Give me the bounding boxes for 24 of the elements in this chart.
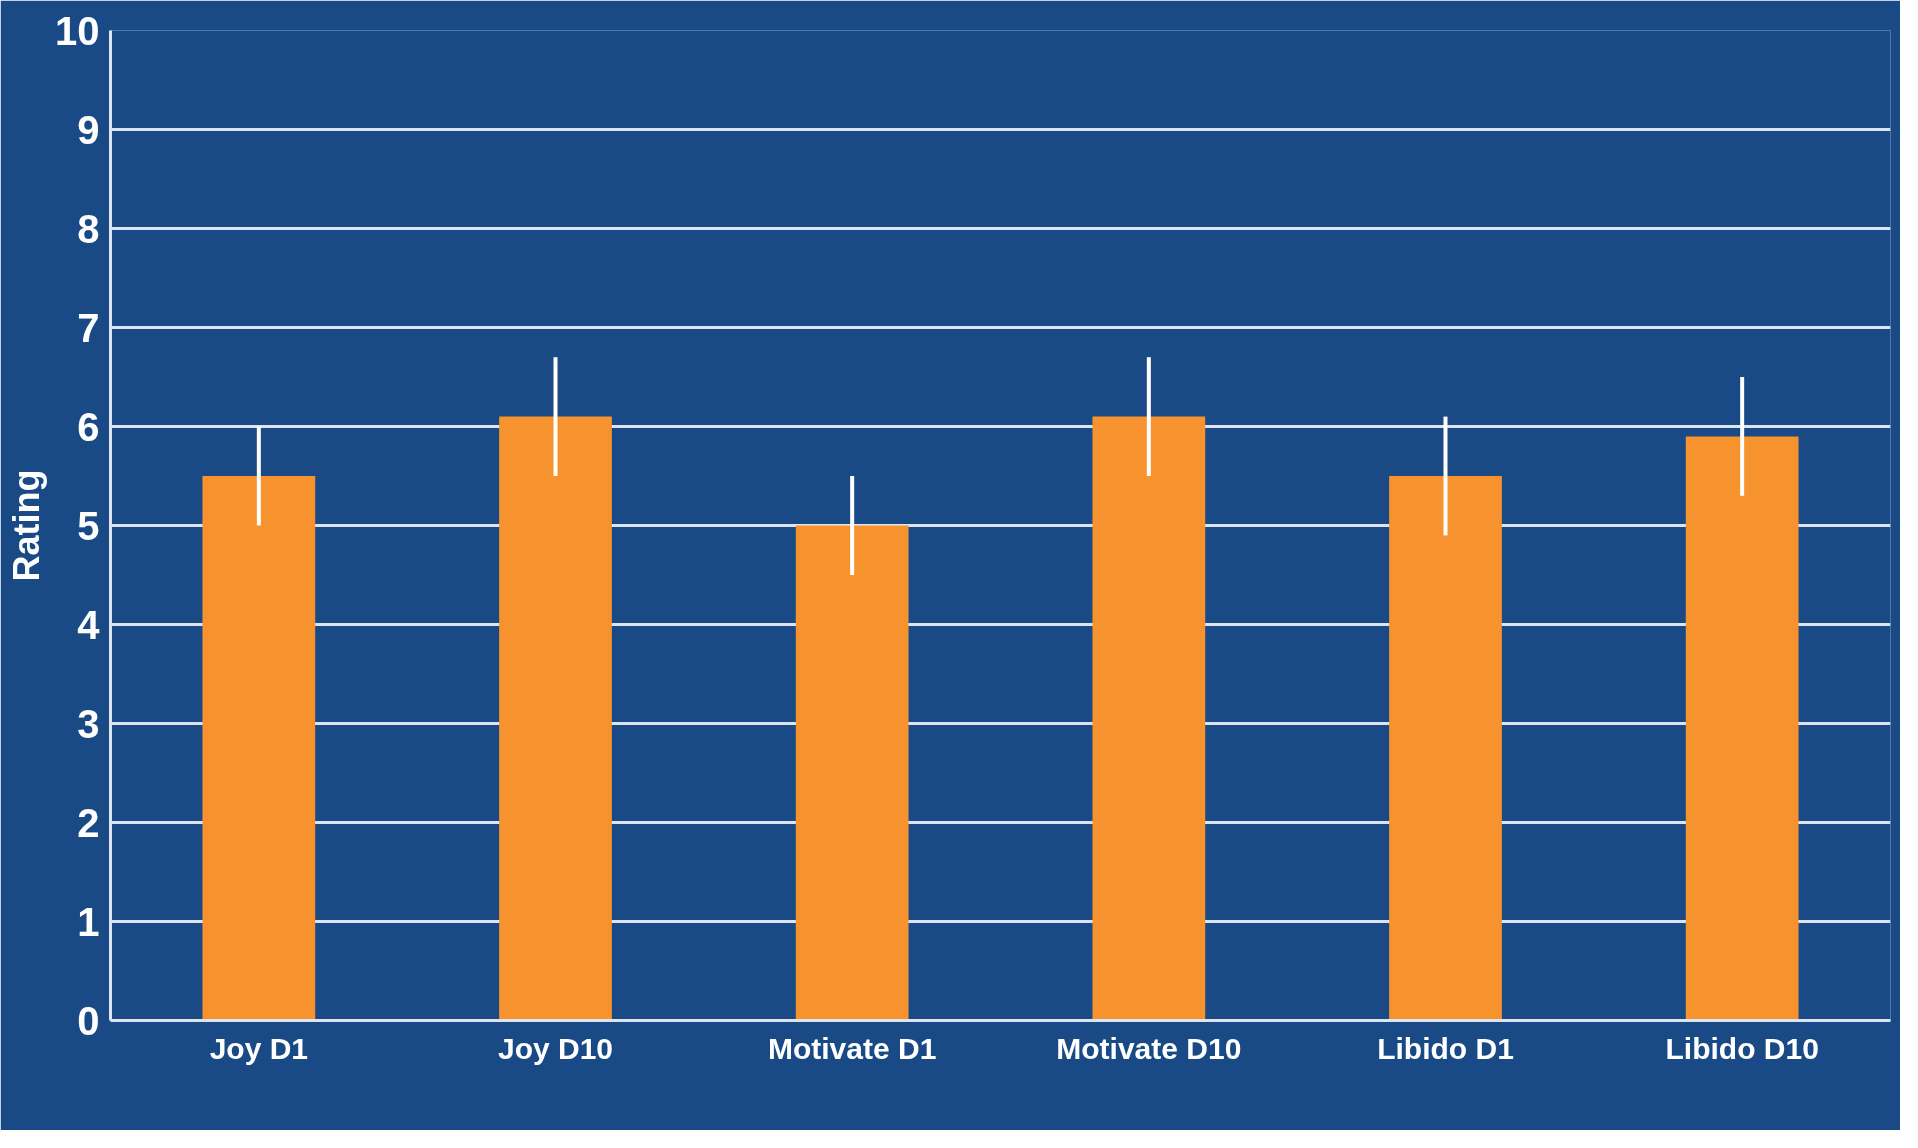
y-tick-label: 5 (77, 503, 100, 548)
x-tick-label: Motivate D1 (767, 1031, 937, 1065)
y-axis-title: Rating (6, 469, 48, 582)
y-tick-label: 10 (55, 8, 100, 53)
bar (202, 476, 316, 1021)
x-tick-label: Motivate D10 (1056, 1031, 1242, 1065)
bar (499, 416, 612, 1021)
y-tick-label: 6 (77, 404, 100, 449)
bar (1092, 416, 1206, 1021)
y-tick-label: 0 (77, 998, 100, 1043)
y-tick-label: 4 (77, 602, 101, 647)
y-tick-label: 2 (77, 800, 100, 845)
bar (1389, 476, 1502, 1021)
bar (1685, 436, 1799, 1021)
bar (795, 525, 909, 1021)
y-tick-label: 1 (77, 899, 100, 944)
x-tick-label: Joy D10 (497, 1031, 614, 1065)
y-tick-label: 8 (77, 206, 100, 251)
y-tick-label: 3 (77, 701, 100, 746)
y-tick-label: 7 (77, 305, 100, 350)
x-tick-label: Libido D10 (1665, 1031, 1819, 1065)
x-tick-label: Joy D1 (209, 1031, 309, 1065)
y-tick-label: 9 (77, 107, 100, 152)
x-tick-label: Libido D1 (1377, 1031, 1514, 1065)
